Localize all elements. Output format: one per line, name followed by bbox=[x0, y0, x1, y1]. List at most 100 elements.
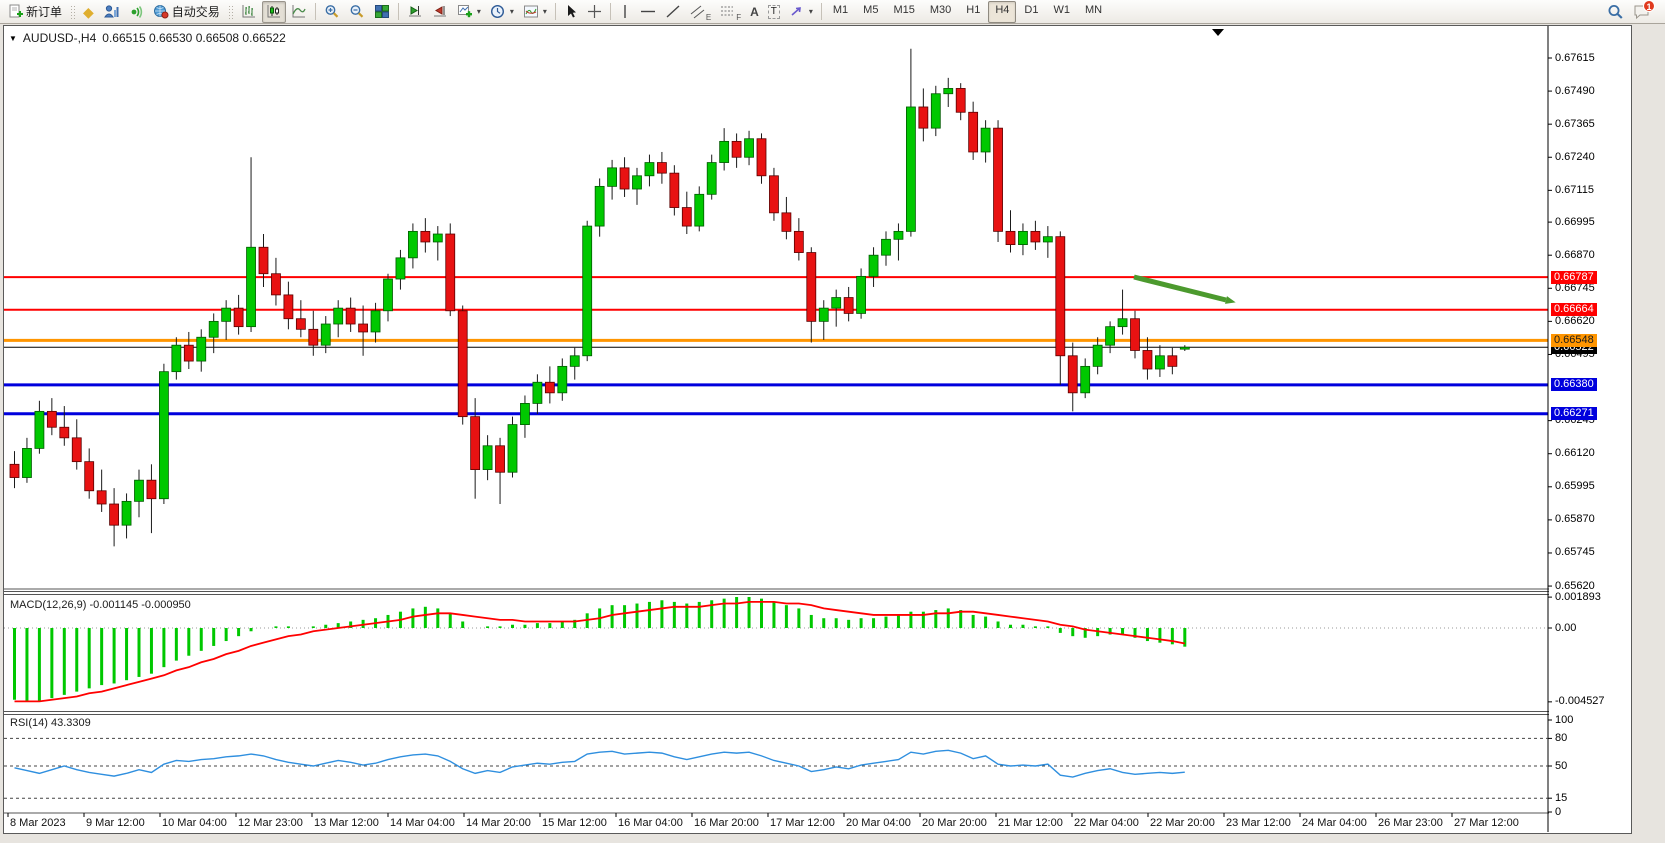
macd-axis-label: 0.00 bbox=[1555, 621, 1577, 634]
trend-arrow-annotation[interactable] bbox=[1133, 274, 1227, 303]
search-button[interactable] bbox=[1603, 1, 1628, 23]
price-tick-label: 0.67490 bbox=[1555, 84, 1595, 97]
macd-indicator-label: MACD(12,26,9) -0.001145 -0.000950 bbox=[10, 599, 191, 611]
fibo-letter: F bbox=[736, 12, 742, 22]
signals-button[interactable] bbox=[124, 1, 148, 23]
price-tick-label: 0.65870 bbox=[1555, 513, 1595, 526]
chart-shift-button[interactable] bbox=[428, 1, 452, 23]
time-tick-label: 9 Mar 12:00 bbox=[86, 817, 145, 829]
new-chart-button[interactable]: ▾ bbox=[453, 1, 485, 23]
time-tick-label: 22 Mar 04:00 bbox=[1074, 817, 1139, 829]
trend-arrow-head bbox=[1225, 296, 1236, 304]
timeframe-d1[interactable]: D1 bbox=[1024, 3, 1039, 16]
crosshair-button[interactable] bbox=[583, 1, 606, 23]
candles-layer bbox=[9, 48, 1190, 547]
horizontal-line-tool-button[interactable] bbox=[636, 1, 660, 23]
label-tool-button[interactable]: T bbox=[764, 1, 784, 23]
zoom-in-button[interactable] bbox=[320, 1, 344, 23]
line-chart-mode-button[interactable] bbox=[287, 1, 311, 23]
timeframe-mn[interactable]: MN bbox=[1084, 3, 1103, 16]
time-tick-label: 20 Mar 04:00 bbox=[846, 817, 911, 829]
timeframe-h4[interactable]: H4 bbox=[988, 0, 1017, 23]
dropdown-arrow-icon: ▾ bbox=[509, 7, 514, 16]
template-icon bbox=[523, 5, 538, 18]
market-watch-button[interactable] bbox=[99, 1, 123, 23]
axes-layer bbox=[4, 26, 1552, 832]
time-tick-label: 24 Mar 04:00 bbox=[1302, 817, 1367, 829]
arrows-tool-button[interactable]: ▾ bbox=[785, 1, 817, 23]
rsi-line bbox=[14, 749, 1185, 778]
macd-layer bbox=[4, 597, 1548, 703]
trendline-icon bbox=[666, 5, 680, 18]
time-tick-label: 20 Mar 20:00 bbox=[922, 817, 987, 829]
price-tick-label: 0.65620 bbox=[1555, 579, 1595, 592]
timeframe-group: M1 M5 M15 M30 H1 H4 D1 W1 MN bbox=[826, 0, 1109, 23]
notification-count-badge: 1 bbox=[1643, 0, 1655, 12]
candlestick-mode-button[interactable] bbox=[261, 0, 286, 23]
timeframe-m5[interactable]: M5 bbox=[863, 3, 879, 16]
cursor-button[interactable] bbox=[560, 1, 582, 23]
bar-chart-icon bbox=[242, 5, 255, 18]
time-tick-label: 27 Mar 12:00 bbox=[1454, 817, 1519, 829]
time-tick-label: 16 Mar 04:00 bbox=[618, 817, 683, 829]
crosshair-icon bbox=[587, 5, 601, 18]
dropdown-arrow-icon: ▾ bbox=[808, 7, 813, 16]
line-chart-icon bbox=[292, 5, 306, 18]
dropdown-arrow-icon: ▾ bbox=[476, 7, 481, 16]
templates-button[interactable]: ▾ bbox=[519, 1, 551, 23]
chart-shift-marker[interactable] bbox=[1212, 29, 1224, 36]
tile-windows-button[interactable] bbox=[370, 1, 394, 23]
bar-chart-mode-button[interactable] bbox=[237, 1, 261, 23]
trendline-tool-button[interactable] bbox=[661, 1, 685, 23]
rsi-indicator-label: RSI(14) 43.3309 bbox=[10, 717, 91, 729]
annotations-layer[interactable] bbox=[1133, 29, 1236, 304]
auto-scroll-button[interactable] bbox=[403, 1, 427, 23]
timeframe-m15[interactable]: M15 bbox=[893, 3, 915, 16]
timeframe-w1[interactable]: W1 bbox=[1053, 3, 1070, 16]
zoom-out-icon bbox=[350, 5, 364, 18]
arrows-tool-icon bbox=[791, 7, 801, 16]
rsi-layer bbox=[4, 737, 1548, 799]
timeframe-m30[interactable]: M30 bbox=[929, 3, 952, 16]
text-tool-button[interactable]: A bbox=[746, 1, 763, 23]
rsi-axis-label: 80 bbox=[1555, 731, 1568, 744]
chart-window: ▼ AUDUSD-,H4 0.66515 0.66530 0.66508 0.6… bbox=[3, 25, 1632, 834]
macd-axis-label: -0.004527 bbox=[1555, 695, 1605, 708]
rsi-axis-label: 100 bbox=[1555, 713, 1574, 726]
new-order-label: 新订单 bbox=[26, 5, 63, 19]
time-tick-label: 10 Mar 04:00 bbox=[162, 817, 227, 829]
periods-button[interactable]: ▾ bbox=[486, 1, 518, 23]
zoom-out-button[interactable] bbox=[345, 1, 369, 23]
label-tool-icon: T bbox=[767, 4, 780, 19]
price-tick-label: 0.66745 bbox=[1555, 281, 1595, 294]
notifications-button[interactable]: 1 bbox=[1629, 0, 1655, 23]
horizontal-line-icon bbox=[640, 10, 655, 13]
price-tick-label: 0.65745 bbox=[1555, 546, 1595, 559]
chart-collapse-icon[interactable]: ▼ bbox=[9, 33, 17, 43]
timeframe-m1[interactable]: M1 bbox=[832, 3, 849, 16]
chart-canvas[interactable] bbox=[4, 26, 1631, 833]
cursor-icon bbox=[567, 5, 576, 18]
new-order-button[interactable]: 新订单 bbox=[4, 1, 66, 23]
fibonacci-tool-button[interactable]: F bbox=[716, 1, 745, 23]
timeframe-h1[interactable]: H1 bbox=[966, 3, 981, 16]
price-tick-label: 0.67615 bbox=[1555, 51, 1595, 64]
channel-tool-button[interactable]: E bbox=[686, 1, 715, 23]
time-tick-label: 15 Mar 12:00 bbox=[542, 817, 607, 829]
autotrading-label: 自动交易 bbox=[171, 5, 220, 19]
toolbar-separator bbox=[820, 3, 822, 20]
new-order-icon bbox=[9, 4, 23, 18]
time-tick-label: 13 Mar 12:00 bbox=[314, 817, 379, 829]
quotes-button[interactable]: ◆ bbox=[79, 1, 98, 23]
autotrading-icon bbox=[153, 5, 169, 19]
autotrading-button[interactable]: 自动交易 bbox=[149, 1, 224, 23]
horizontal-lines-layer[interactable] bbox=[4, 276, 1548, 416]
fibonacci-icon bbox=[721, 6, 734, 16]
time-tick-label: 16 Mar 20:00 bbox=[694, 817, 759, 829]
new-chart-icon bbox=[457, 5, 472, 18]
zoom-in-icon bbox=[325, 5, 339, 18]
vertical-line-tool-button[interactable] bbox=[615, 1, 635, 23]
rsi-axis-label: 0 bbox=[1555, 805, 1562, 818]
quotes-diamond-icon: ◆ bbox=[83, 3, 94, 20]
